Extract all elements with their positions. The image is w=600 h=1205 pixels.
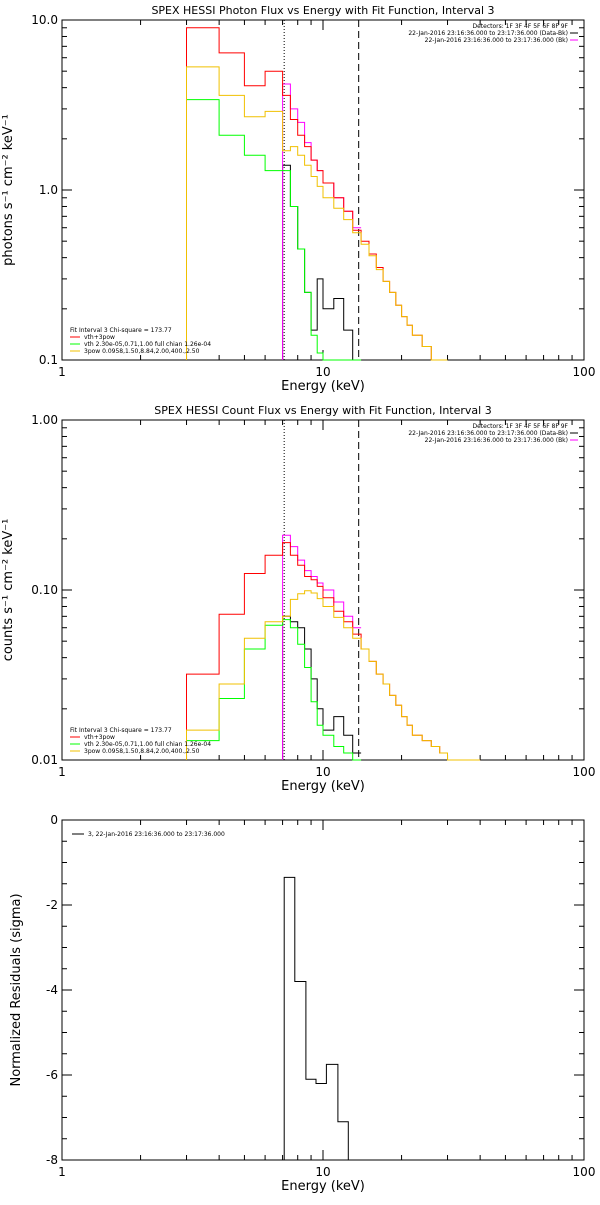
x-tick-label: 1 bbox=[58, 1165, 66, 1179]
y-axis: -8 -6 -4 -2 0 bbox=[46, 813, 584, 1167]
x-tick-label: 100 bbox=[573, 1165, 596, 1179]
plot-frame bbox=[61, 819, 585, 1161]
x-axis: 1 10 100 bbox=[58, 420, 595, 779]
x-axis-label: Energy (keV) bbox=[281, 1179, 365, 1194]
y-tick-label: 10.0 bbox=[31, 13, 58, 27]
y-tick-label: 0.1 bbox=[39, 353, 58, 367]
y-tick-label: 0 bbox=[50, 813, 58, 827]
chart-panel-2: SPEX HESSI Count Flux vs Energy with Fit… bbox=[1, 404, 595, 794]
y-axis: 0.1 1.0 10.0 bbox=[31, 13, 584, 367]
series-3pow bbox=[186, 590, 481, 761]
chart-panel-1: SPEX HESSI Photon Flux vs Energy with Fi… bbox=[1, 4, 595, 394]
x-tick-label: 1 bbox=[58, 365, 66, 379]
x-tick-label: 100 bbox=[573, 365, 596, 379]
header-line-3: 22-Jan-2016 23:16:36.000 to 23:17:36.000… bbox=[425, 437, 568, 444]
series-bk bbox=[282, 83, 362, 360]
y-tick-label: -8 bbox=[46, 1153, 58, 1167]
y-tick-label: 0.10 bbox=[31, 583, 58, 597]
series-residuals bbox=[283, 876, 359, 1161]
fit-header: Fit Interval 3 Chi-square = 173.77 bbox=[70, 327, 172, 334]
chart-title: SPEX HESSI Photon Flux vs Energy with Fi… bbox=[151, 4, 494, 17]
series-3pow bbox=[186, 66, 448, 361]
x-tick-label: 1 bbox=[58, 765, 66, 779]
header-line-2: 22-Jan-2016 23:16:36.000 to 23:17:36.000… bbox=[408, 430, 568, 437]
x-tick-label: 10 bbox=[315, 1165, 330, 1179]
chart-panel-3: 1 10 100 Energy (keV) -8 -6 -4 -2 0 Normalized Re… bbox=[9, 813, 595, 1194]
y-tick-label: 0.01 bbox=[31, 753, 58, 767]
header-line-2: 22-Jan-2016 23:16:36.000 to 23:17:36.000… bbox=[408, 30, 568, 37]
y-axis-label: Normalized Residuals (sigma) bbox=[9, 893, 24, 1086]
y-tick-label: 1.00 bbox=[31, 413, 58, 427]
legend-entry: vth+3pow bbox=[84, 334, 115, 341]
y-tick-label: -6 bbox=[46, 1068, 58, 1082]
y-axis-label: counts s⁻¹ cm⁻² keV⁻¹ bbox=[1, 519, 16, 662]
y-axis-label: photons s⁻¹ cm⁻² keV⁻¹ bbox=[1, 114, 16, 266]
x-axis-label: Energy (keV) bbox=[281, 779, 365, 794]
series-data-bk bbox=[282, 164, 362, 361]
y-axis: 0.01 0.10 1.00 bbox=[31, 413, 584, 767]
legend-entry: vth+3pow bbox=[84, 734, 115, 741]
series-bk bbox=[282, 534, 362, 760]
x-tick-label: 10 bbox=[315, 365, 330, 379]
header-line-3: 22-Jan-2016 23:16:36.000 to 23:17:36.000… bbox=[425, 37, 568, 44]
series-vth bbox=[186, 619, 362, 761]
legend-entry: vth 2.30e-05,0.71,1.00 full chian 1.26e-… bbox=[84, 341, 211, 348]
y-tick-label: 1.0 bbox=[39, 183, 58, 197]
header-line-1: Detectors: 1F 3F 4F 5F 6F 8F 9F bbox=[472, 23, 568, 30]
x-axis: 1 10 100 bbox=[58, 20, 595, 379]
x-tick-label: 100 bbox=[573, 765, 596, 779]
x-axis: 1 10 100 bbox=[58, 820, 595, 1179]
chart-title: SPEX HESSI Count Flux vs Energy with Fit… bbox=[154, 404, 491, 417]
header-line-1: Detectors: 1F 3F 4F 5F 6F 8F 9F bbox=[472, 423, 568, 430]
series-vth bbox=[186, 99, 362, 361]
x-tick-label: 10 bbox=[315, 765, 330, 779]
y-tick-label: -4 bbox=[46, 983, 58, 997]
legend-entry: 3pow 0.0958,1.50,8.84,2.00,400.,2.50 bbox=[84, 748, 200, 755]
x-axis-label: Energy (keV) bbox=[281, 379, 365, 394]
legend-entry: 3pow 0.0958,1.50,8.84,2.00,400.,2.50 bbox=[84, 348, 200, 355]
fit-header: Fit Interval 3 Chi-square = 173.77 bbox=[70, 727, 172, 734]
legend-entry: vth 2.30e-05,0.71,1.00 full chian 1.26e-… bbox=[84, 741, 211, 748]
series-data-bk bbox=[282, 615, 362, 760]
legend-entry: 3, 22-Jan-2016 23:16:36.000 to 23:17:36.… bbox=[88, 831, 225, 838]
y-tick-label: -2 bbox=[46, 898, 58, 912]
